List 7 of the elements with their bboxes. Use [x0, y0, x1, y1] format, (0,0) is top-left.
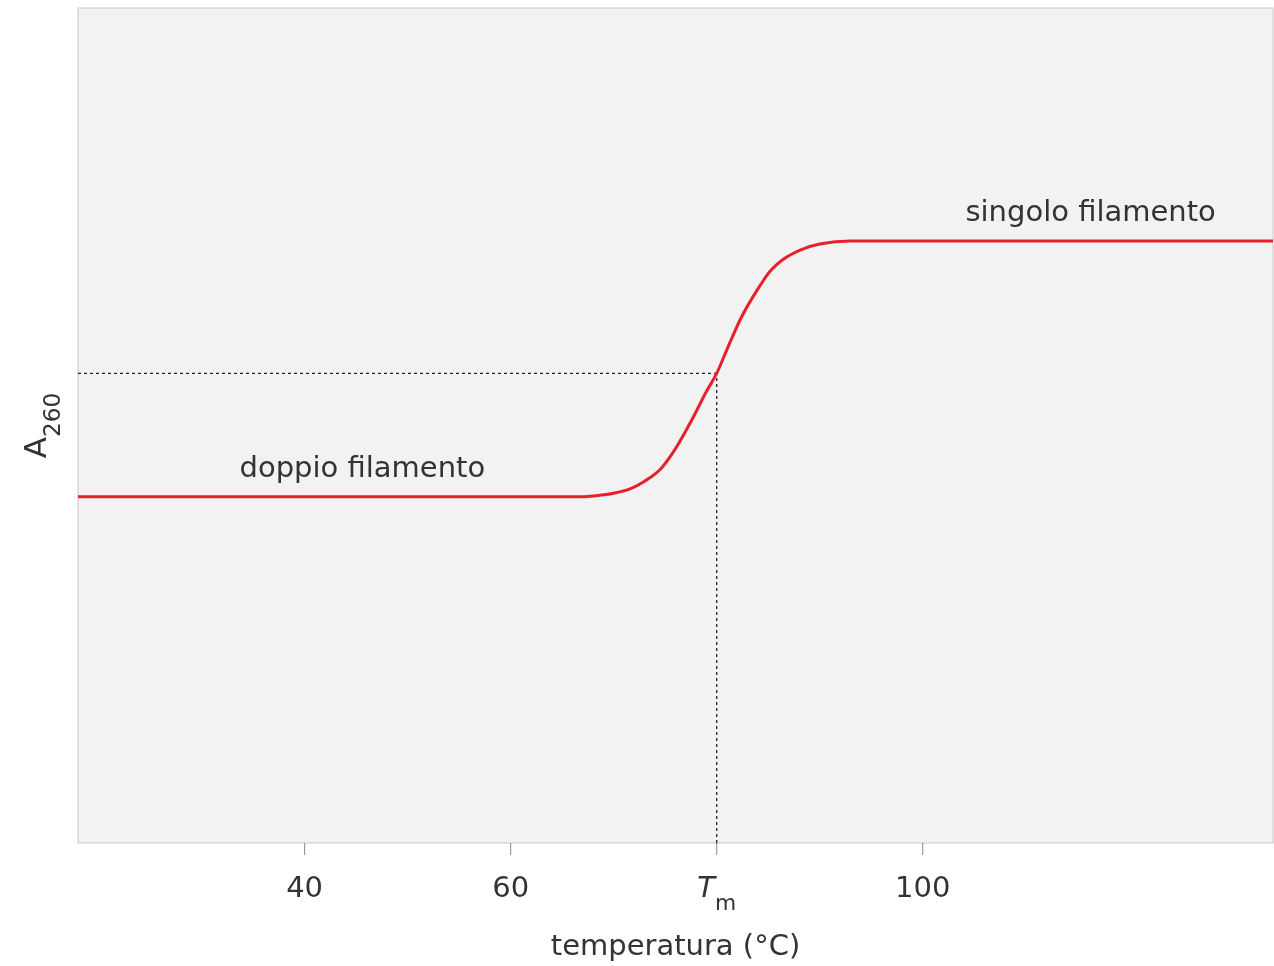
x-tick-label: 100 — [895, 870, 951, 904]
annotation: singolo filamento — [965, 193, 1216, 228]
x-tick-label: T$_{m}$ — [697, 870, 737, 915]
annotation: doppio filamento — [239, 449, 486, 484]
x-tick-label: 60 — [492, 870, 530, 904]
x-axis-title: temperatura (°C) — [550, 928, 801, 962]
x-tick-label: 40 — [286, 870, 324, 904]
